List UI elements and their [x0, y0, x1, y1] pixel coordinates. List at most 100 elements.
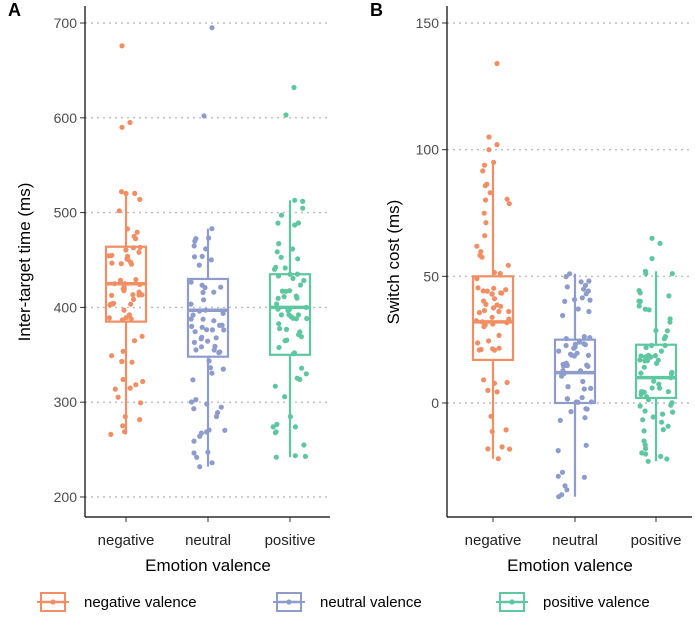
data-point	[121, 307, 127, 313]
outlier-point	[201, 113, 207, 119]
data-point	[644, 394, 650, 400]
data-point	[641, 364, 647, 370]
data-point	[482, 183, 488, 189]
data-point	[474, 276, 480, 282]
data-point	[581, 334, 587, 340]
data-point	[130, 292, 136, 298]
data-point	[211, 289, 217, 295]
data-point	[668, 371, 675, 377]
data-point	[274, 301, 280, 307]
data-point	[585, 288, 592, 294]
data-point	[571, 353, 578, 359]
data-point	[218, 404, 224, 410]
data-point	[498, 303, 504, 309]
data-point	[201, 297, 207, 303]
data-point	[578, 279, 584, 285]
data-point	[560, 312, 566, 319]
data-point	[274, 421, 280, 427]
data-point	[664, 328, 671, 334]
data-point	[275, 295, 281, 301]
data-point	[658, 453, 664, 459]
data-point	[220, 366, 226, 372]
data-point	[118, 261, 124, 267]
data-point	[276, 321, 282, 327]
data-point	[278, 254, 284, 260]
data-point	[481, 210, 487, 216]
data-point	[137, 417, 143, 423]
data-point	[571, 297, 578, 303]
data-point	[655, 357, 661, 363]
data-point	[588, 399, 595, 405]
data-point	[191, 450, 197, 456]
data-point	[291, 350, 298, 356]
data-point	[660, 411, 666, 417]
data-point	[496, 345, 502, 351]
data-point	[491, 269, 497, 276]
data-point	[477, 252, 483, 258]
data-point	[112, 386, 118, 392]
data-point	[562, 298, 568, 304]
data-point	[281, 294, 287, 300]
data-point	[648, 342, 655, 349]
data-point	[642, 358, 648, 364]
data-point	[188, 316, 194, 322]
data-point	[283, 326, 290, 332]
data-point	[488, 413, 494, 419]
data-point	[562, 483, 568, 489]
data-point	[276, 344, 282, 351]
outlier-point	[283, 112, 289, 118]
legend-item-neutral: neutral valence	[273, 592, 422, 612]
y-axis-title: Inter-target time (ms)	[15, 183, 34, 342]
data-point	[122, 429, 128, 435]
data-point	[292, 453, 298, 459]
data-point	[659, 419, 665, 425]
box-iqr	[471, 275, 515, 362]
box-neutral	[553, 271, 597, 500]
data-point	[137, 196, 143, 202]
data-point	[296, 332, 302, 338]
data-point	[563, 336, 569, 342]
data-point	[190, 312, 196, 318]
outlier-point	[119, 43, 125, 49]
data-point	[293, 316, 299, 322]
data-point	[651, 378, 657, 384]
data-point	[120, 376, 126, 383]
data-point	[645, 352, 652, 358]
data-point	[297, 282, 304, 288]
data-point	[222, 427, 228, 433]
data-point	[188, 301, 194, 307]
data-point	[563, 274, 569, 280]
data-point	[484, 288, 490, 294]
data-point	[303, 371, 309, 377]
data-point	[273, 429, 279, 435]
x-tick-label: neutral	[185, 532, 231, 549]
data-point	[503, 287, 509, 293]
data-point	[192, 238, 198, 244]
data-point	[202, 285, 208, 291]
box-negative	[471, 60, 515, 462]
legend-item-positive: positive valence	[496, 592, 650, 612]
data-point	[563, 342, 569, 349]
data-point	[115, 394, 121, 400]
data-point	[475, 285, 481, 291]
data-point	[642, 408, 648, 414]
data-point	[205, 449, 211, 455]
data-point	[581, 386, 587, 392]
data-point	[109, 260, 115, 266]
data-point	[133, 277, 139, 283]
data-point	[561, 363, 567, 369]
data-point	[188, 279, 194, 285]
data-point	[136, 292, 142, 298]
data-point	[276, 241, 282, 247]
data-point	[478, 346, 484, 353]
data-point	[270, 424, 276, 430]
data-point	[584, 406, 590, 412]
data-point	[191, 438, 197, 444]
data-point	[207, 365, 213, 371]
data-point	[586, 308, 592, 315]
data-point	[197, 433, 203, 439]
data-point	[652, 353, 659, 359]
data-point	[129, 359, 135, 365]
data-point	[292, 222, 298, 228]
data-point	[496, 332, 502, 338]
